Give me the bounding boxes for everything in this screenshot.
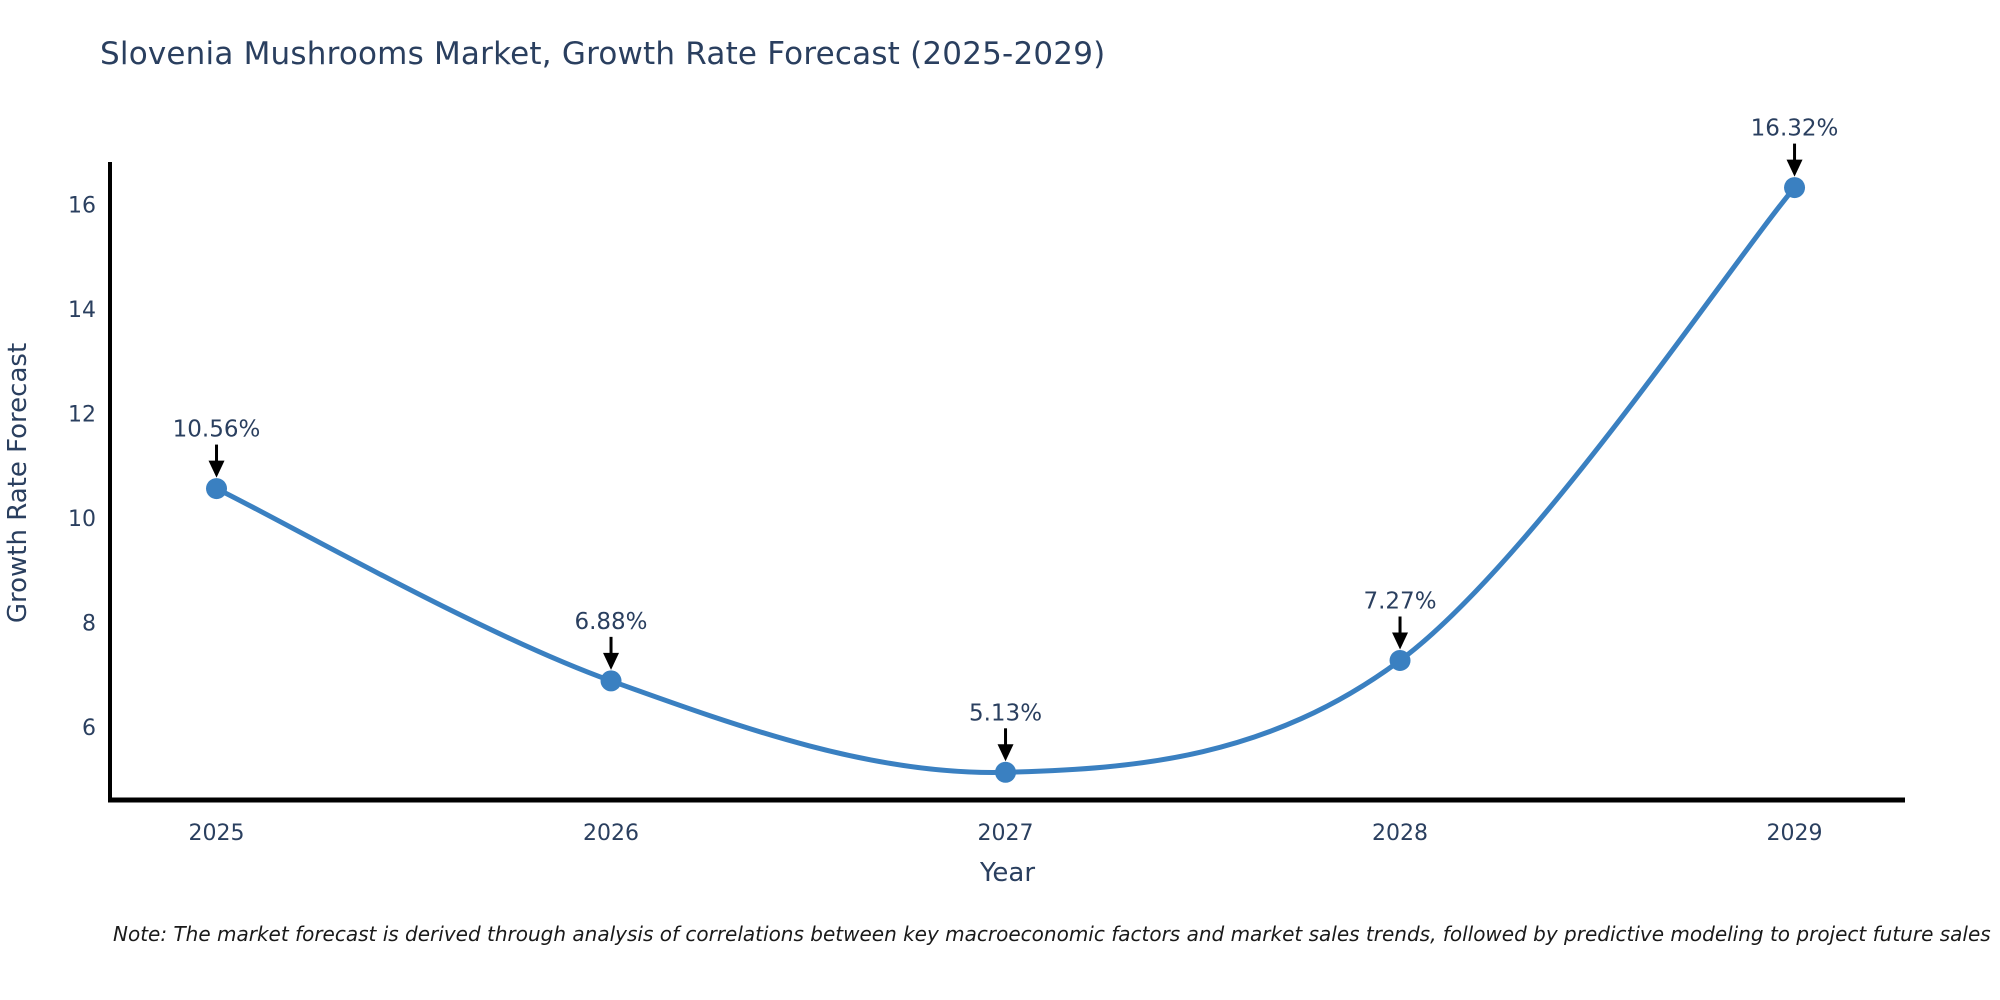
y-tick-label: 16 bbox=[68, 193, 96, 218]
annotation-label-2026: 6.88% bbox=[574, 609, 647, 635]
x-tick-label: 2026 bbox=[583, 821, 639, 846]
data-point-2029 bbox=[1784, 177, 1806, 199]
y-tick-label: 10 bbox=[68, 507, 96, 532]
annotation-label-2027: 5.13% bbox=[969, 700, 1042, 726]
annotation-arrow-head bbox=[603, 652, 620, 670]
y-tick-label: 6 bbox=[82, 716, 96, 741]
data-point-2025 bbox=[206, 478, 228, 500]
x-tick-label: 2027 bbox=[978, 821, 1034, 846]
x-tick-label: 2028 bbox=[1372, 821, 1428, 846]
forecast-line bbox=[214, 185, 1797, 775]
x-tick-label: 2029 bbox=[1767, 821, 1823, 846]
footnote: Note: The market forecast is derived thr… bbox=[113, 922, 1991, 946]
y-axis-title: Growth Rate Forecast bbox=[3, 342, 33, 624]
data-point-2027 bbox=[995, 761, 1017, 783]
y-tick-label: 8 bbox=[82, 611, 96, 636]
annotation-arrow-head bbox=[997, 744, 1014, 762]
data-point-2026 bbox=[600, 670, 622, 692]
x-axis-title: Year bbox=[979, 858, 1036, 888]
annotation-label-2025: 10.56% bbox=[173, 417, 261, 443]
y-tick-label: 12 bbox=[68, 402, 96, 427]
x-tick-label: 2025 bbox=[189, 821, 245, 846]
y-tick-label: 14 bbox=[68, 298, 96, 323]
annotation-arrow-head bbox=[208, 460, 225, 478]
data-point-2028 bbox=[1389, 649, 1411, 671]
annotation-label-2029: 16.32% bbox=[1751, 116, 1839, 142]
annotation-arrow-head bbox=[1786, 159, 1803, 177]
annotation-arrow-head bbox=[1392, 632, 1409, 650]
annotation-label-2028: 7.27% bbox=[1363, 588, 1436, 614]
chart-title: Slovenia Mushrooms Market, Growth Rate F… bbox=[100, 36, 1106, 72]
